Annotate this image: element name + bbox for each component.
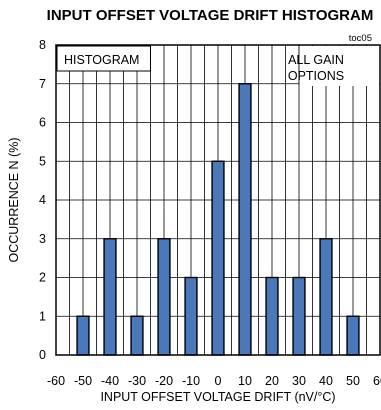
histogram-bar	[238, 83, 252, 356]
histogram-annotation: HISTOGRAM	[64, 53, 139, 67]
x-tick-label: 30	[292, 374, 306, 388]
annotation-boxes	[56, 45, 379, 86]
x-tick-labels: -60 -50 -40 -30 -20 -10 0 10 20 30 40 50 60	[47, 374, 381, 388]
gain-label-box	[299, 46, 379, 86]
histogram-bar	[319, 238, 333, 356]
histogram-label-box	[56, 45, 151, 72]
chart-code: toc05	[349, 33, 372, 44]
histogram-bar	[130, 315, 144, 356]
histogram-bar	[265, 276, 279, 356]
histogram-bar	[184, 276, 198, 356]
plot-frame	[55, 44, 381, 356]
histogram-bar	[346, 315, 360, 356]
x-axis-label: INPUT OFFSET VOLTAGE DRIFT (nV/°C)	[100, 390, 335, 404]
histogram-bar	[211, 160, 225, 356]
y-tick-label: 2	[39, 271, 46, 285]
x-tick-label: 20	[265, 374, 279, 388]
x-tick-label: -50	[74, 374, 92, 388]
y-tick-label: 5	[39, 154, 46, 168]
gain-annotation-line1: ALL GAIN	[288, 53, 344, 67]
x-tick-label: -20	[155, 374, 173, 388]
y-tick-label: 4	[39, 193, 46, 207]
histogram-bar	[76, 315, 90, 356]
y-tick-label: 1	[39, 309, 46, 323]
y-tick-label: 0	[39, 348, 46, 362]
x-tick-label: 50	[346, 374, 360, 388]
gain-annotation-line2: OPTIONS	[288, 69, 344, 83]
y-axis-label: OCCURRENCE N (%)	[7, 138, 21, 263]
x-tick-label: -40	[101, 374, 119, 388]
chart-title: INPUT OFFSET VOLTAGE DRIFT HISTOGRAM	[47, 7, 374, 24]
histogram-bar	[157, 238, 171, 356]
histogram-bar	[292, 276, 306, 356]
y-tick-label: 6	[39, 116, 46, 130]
x-tick-label: -30	[128, 374, 146, 388]
x-tick-label: -60	[47, 374, 65, 388]
x-tick-label: 10	[238, 374, 252, 388]
y-tick-label: 8	[39, 38, 46, 52]
y-tick-label: 3	[39, 232, 46, 246]
x-tick-label: 60	[373, 374, 381, 388]
x-tick-label: -10	[182, 374, 200, 388]
y-tick-label: 7	[39, 77, 46, 91]
histogram-bar	[103, 238, 117, 356]
bars	[76, 83, 360, 356]
x-tick-label: 0	[215, 374, 222, 388]
x-tick-label: 40	[319, 374, 333, 388]
y-tick-labels: 0 1 2 3 4 5 6 7 8	[39, 38, 46, 362]
